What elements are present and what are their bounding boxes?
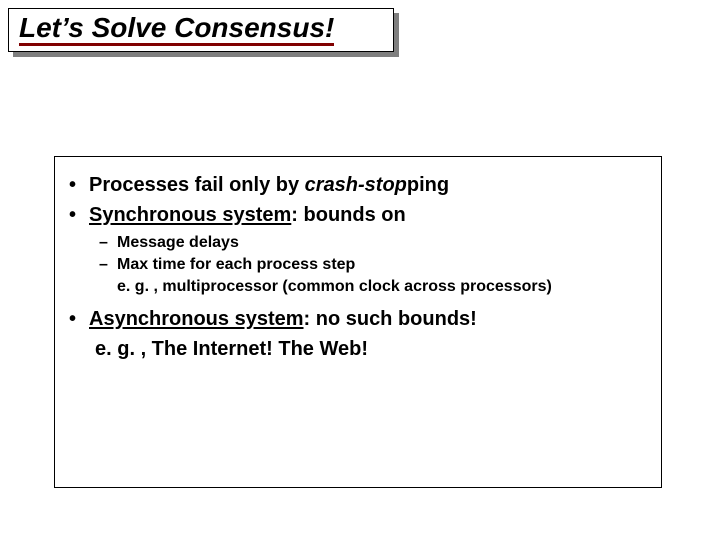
- bullet-dot-icon: •: [69, 173, 89, 197]
- sub-bullet-item: – e. g. , multiprocessor (common clock a…: [99, 277, 647, 297]
- sub-bullet-text: Max time for each process step: [117, 255, 647, 275]
- bullet-dot-icon: •: [69, 203, 89, 227]
- bullet-dot-icon: •: [69, 307, 89, 331]
- title-container: Let’s Solve Consensus!: [8, 8, 394, 52]
- bullet-text: Asynchronous system: no such bounds!: [89, 307, 647, 331]
- sub-bullet-text: Message delays: [117, 233, 647, 253]
- bullet-item: • Processes fail only by crash-stopping: [69, 173, 647, 197]
- text-run: Processes fail only by: [89, 174, 305, 196]
- title-box: Let’s Solve Consensus!: [8, 8, 394, 52]
- slide-title: Let’s Solve Consensus!: [19, 14, 334, 46]
- text-run: : no such bounds!: [304, 308, 477, 330]
- text-run-underline: Asynchronous system: [89, 308, 304, 330]
- sub-bullet-text: e. g. , multiprocessor (common clock acr…: [117, 277, 647, 297]
- bullet-text: Processes fail only by crash-stopping: [89, 173, 647, 197]
- slide: Let’s Solve Consensus! • Processes fail …: [0, 0, 720, 540]
- text-run: ping: [407, 174, 449, 196]
- dash-icon: –: [99, 255, 117, 275]
- bullet-item: • Synchronous system: bounds on: [69, 203, 647, 227]
- text-run: : bounds on: [291, 204, 405, 226]
- text-run-underline: Synchronous system: [89, 204, 291, 226]
- content-box: • Processes fail only by crash-stopping …: [54, 156, 662, 488]
- example-line: e. g. , The Internet! The Web!: [69, 337, 647, 361]
- dash-icon: –: [99, 233, 117, 253]
- sub-bullet-item: – Max time for each process step: [99, 255, 647, 275]
- sub-bullet-group: – Message delays – Max time for each pro…: [69, 233, 647, 297]
- sub-bullet-item: – Message delays: [99, 233, 647, 253]
- bullet-item: • Asynchronous system: no such bounds!: [69, 307, 647, 331]
- text-run-italic: crash-stop: [305, 174, 407, 196]
- bullet-text: Synchronous system: bounds on: [89, 203, 647, 227]
